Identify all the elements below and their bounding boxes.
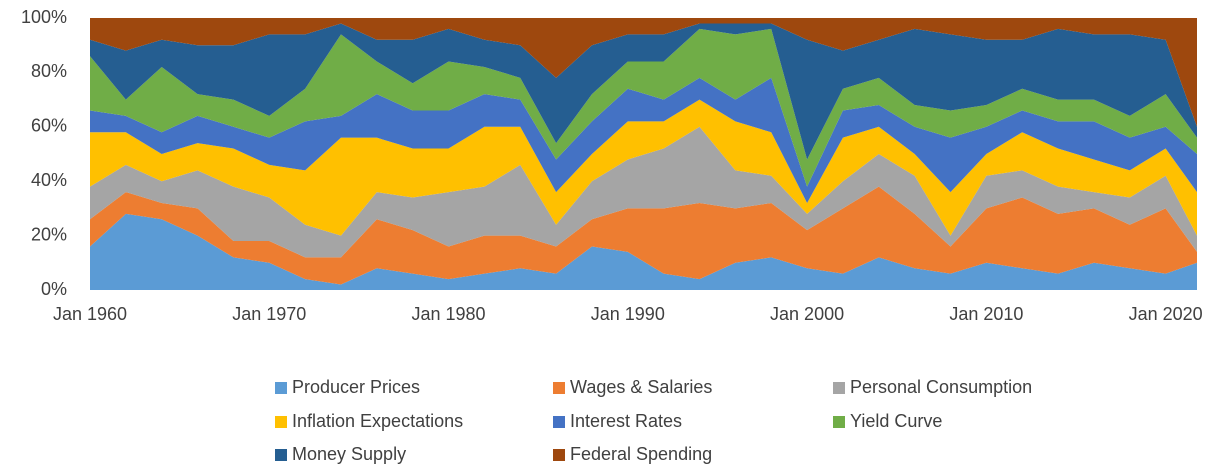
legend-swatch xyxy=(275,382,287,394)
legend-swatch xyxy=(833,416,845,428)
legend-label: Wages & Salaries xyxy=(570,377,712,397)
area xyxy=(90,99,1197,236)
area xyxy=(90,23,1197,160)
y-tick-label: 60% xyxy=(31,116,67,136)
y-tick-label: 100% xyxy=(21,7,67,27)
area xyxy=(90,28,1197,187)
y-tick-label: 40% xyxy=(31,170,67,190)
legend-label: Federal Spending xyxy=(570,444,712,464)
x-tick-label: Jan 1990 xyxy=(591,304,665,324)
legend-swatch xyxy=(275,449,287,461)
x-tick-label: Jan 1980 xyxy=(412,304,486,324)
x-tick-label: Jan 1970 xyxy=(232,304,306,324)
legend-label: Inflation Expectations xyxy=(292,411,463,431)
area xyxy=(90,213,1197,290)
legend-swatch xyxy=(553,449,565,461)
legend-swatch xyxy=(833,382,845,394)
x-tick-label: Jan 1960 xyxy=(53,304,127,324)
legend-swatch xyxy=(553,382,565,394)
x-tick-label: Jan 2020 xyxy=(1129,304,1203,324)
legend-label: Interest Rates xyxy=(570,411,682,431)
legend-label: Personal Consumption xyxy=(850,377,1032,397)
x-tick-label: Jan 2010 xyxy=(949,304,1023,324)
area xyxy=(90,77,1197,203)
y-tick-label: 0% xyxy=(41,279,67,299)
legend-swatch xyxy=(553,416,565,428)
y-tick-label: 20% xyxy=(31,224,67,244)
area xyxy=(90,18,1197,127)
area xyxy=(90,186,1197,285)
legend-swatch xyxy=(275,416,287,428)
legend-label: Money Supply xyxy=(292,444,406,464)
x-tick-label: Jan 2000 xyxy=(770,304,844,324)
area xyxy=(90,126,1197,258)
legend-label: Yield Curve xyxy=(850,411,942,431)
legend-label: Producer Prices xyxy=(292,377,420,397)
y-tick-label: 80% xyxy=(31,61,67,81)
